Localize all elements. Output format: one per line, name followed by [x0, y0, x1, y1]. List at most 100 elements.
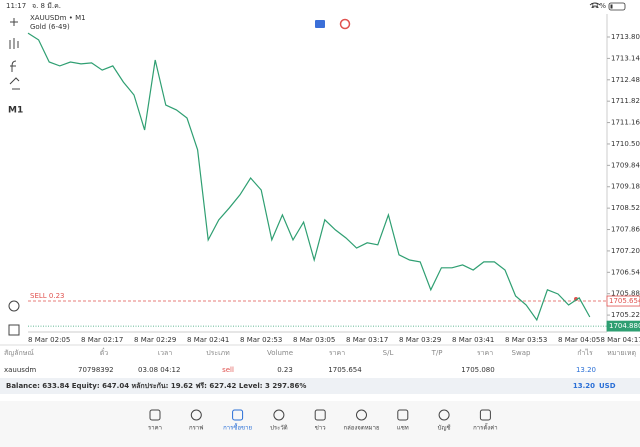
nav-item[interactable]: ราคา — [148, 409, 162, 432]
pos-volume: 0.23 — [277, 366, 293, 374]
x-tick-label: 8 Mar 02:29 — [134, 336, 176, 344]
nav-icon — [314, 409, 326, 421]
chart-symbol: XAUUSDm • M1 — [30, 14, 86, 22]
nav-label: ราคา — [148, 425, 162, 432]
x-tick-label: 8 Mar 03:05 — [293, 336, 335, 344]
battery-level — [610, 4, 613, 9]
signal-icon[interactable] — [339, 18, 351, 30]
pos-time: 03.08 04:12 — [138, 366, 180, 374]
status-battery: 11% — [590, 2, 606, 10]
price-tag — [606, 320, 640, 332]
x-tick-label: 8 Mar 02:53 — [240, 336, 282, 344]
nav-icon — [232, 409, 244, 421]
nav-item[interactable]: กราฟ — [189, 409, 204, 432]
nav-item[interactable]: กล่องจดหมาย — [343, 409, 380, 432]
order-tool[interactable] — [8, 324, 20, 336]
table-header: Volume — [267, 349, 293, 357]
nav-item[interactable]: การซื้อขาย — [223, 409, 252, 432]
table-header: หมายเหตุ — [607, 349, 636, 357]
summary-text: Balance: 633.84 Equity: 647.04 หลักประกั… — [6, 382, 306, 390]
y-tick-label: 1708.520 — [611, 204, 640, 212]
nav-label: กล่องจดหมาย — [343, 425, 379, 432]
y-tick-label: 1711.820 — [611, 97, 640, 105]
nav-item[interactable]: การตั้งค่า — [473, 409, 498, 432]
table-header: เวลา — [158, 349, 173, 357]
table-header: ประเภท — [206, 349, 230, 357]
table-header: กำไร — [577, 348, 593, 357]
timeframe[interactable]: M1 — [8, 106, 23, 116]
pos-current-price: 1705.080 — [461, 366, 494, 374]
nav-label: การซื้อขาย — [223, 422, 252, 432]
nav-item[interactable]: แชท — [397, 409, 409, 432]
table-header: ตั๋ว — [100, 348, 109, 357]
x-tick-label: 8 Mar 02:41 — [187, 336, 229, 344]
indicators-tool[interactable] — [9, 38, 19, 49]
x-tick-label: 8 Mar 03:17 — [346, 336, 388, 344]
nav-icon — [397, 409, 409, 421]
nav-item[interactable]: ข่าว — [314, 409, 326, 432]
y-tick-label: 1709.180 — [611, 183, 640, 191]
table-header: สัญลักษณ์ — [4, 349, 34, 357]
nav-label: บัญชี — [438, 424, 451, 432]
nav-bar — [0, 401, 640, 447]
pos-type: sell — [222, 366, 234, 374]
y-tick-label: 1712.480 — [611, 76, 640, 84]
nav-label: ข่าว — [315, 425, 326, 432]
x-tick-label: 8 Mar 03:53 — [505, 336, 547, 344]
nav-item[interactable]: บัญชี — [438, 409, 451, 432]
trade-icon[interactable] — [315, 20, 325, 28]
nav-icon — [149, 409, 161, 421]
nav-icon — [273, 409, 285, 421]
x-tick-label: 8 Mar 04:05 — [558, 336, 600, 344]
nav-label: ประวัติ — [270, 425, 288, 432]
x-tick-label: 8 Mar 04:17 — [600, 336, 640, 344]
price-line-series — [27, 32, 591, 322]
function-tool[interactable] — [10, 60, 17, 72]
y-tick-label: 1707.860 — [611, 226, 640, 234]
x-tick-label: 8 Mar 02:05 — [28, 336, 70, 344]
nav-icon — [479, 409, 491, 421]
pos-open-price: 1705.654 — [328, 366, 362, 374]
y-tick-label: 1710.500 — [611, 140, 640, 148]
summary-bar — [0, 378, 640, 394]
nav-label: กราฟ — [189, 425, 203, 432]
y-tick-label: 1713.140 — [611, 54, 640, 62]
y-tick-label: 1707.200 — [611, 247, 640, 255]
y-tick-label: 1705.880 — [611, 290, 640, 298]
x-tick-label: 8 Mar 02:17 — [81, 336, 123, 344]
y-tick-label: 1706.540 — [611, 268, 640, 276]
y-tick-label: 1709.840 — [611, 161, 640, 169]
nav-icon — [356, 409, 367, 421]
nav-item[interactable]: ประวัติ — [270, 409, 288, 432]
battery-icon — [608, 2, 626, 11]
pos-symbol[interactable]: xauusdm — [4, 366, 36, 374]
nav-label: การตั้งค่า — [473, 422, 497, 432]
price-tag — [606, 295, 640, 307]
nav-label: แชท — [397, 425, 409, 432]
objects-tool[interactable] — [9, 77, 20, 90]
zoom-tool[interactable] — [8, 300, 20, 312]
y-tick-label: 1711.160 — [611, 119, 640, 127]
table-header: T/P — [431, 349, 443, 357]
price-tag-label: 1705.654 — [609, 297, 640, 305]
summary-profit: 13.20 — [573, 382, 595, 390]
pos-profit: 13.20 — [576, 366, 596, 374]
chart-indicator: Gold (6-49) — [30, 23, 70, 31]
crosshair-tool[interactable] — [10, 18, 18, 26]
table-header: S/L — [383, 349, 394, 357]
status-time: 11:17 — [6, 2, 26, 10]
y-tick-label: 1705.220 — [611, 311, 640, 319]
nav-icon — [438, 409, 450, 421]
wifi-icon — [589, 2, 601, 8]
nav-icon — [190, 409, 202, 421]
pos-ticket: 70798392 — [78, 366, 114, 374]
table-header: Swap — [512, 349, 531, 357]
price-tag-label: 1704.880 — [609, 322, 640, 330]
status-date: จ. 8 มี.ค. — [32, 2, 61, 10]
table-header: ราคา — [329, 349, 345, 357]
y-tick-label: 1713.800 — [611, 33, 640, 41]
table-header: ราคา — [477, 349, 493, 357]
toolbar — [8, 18, 20, 336]
